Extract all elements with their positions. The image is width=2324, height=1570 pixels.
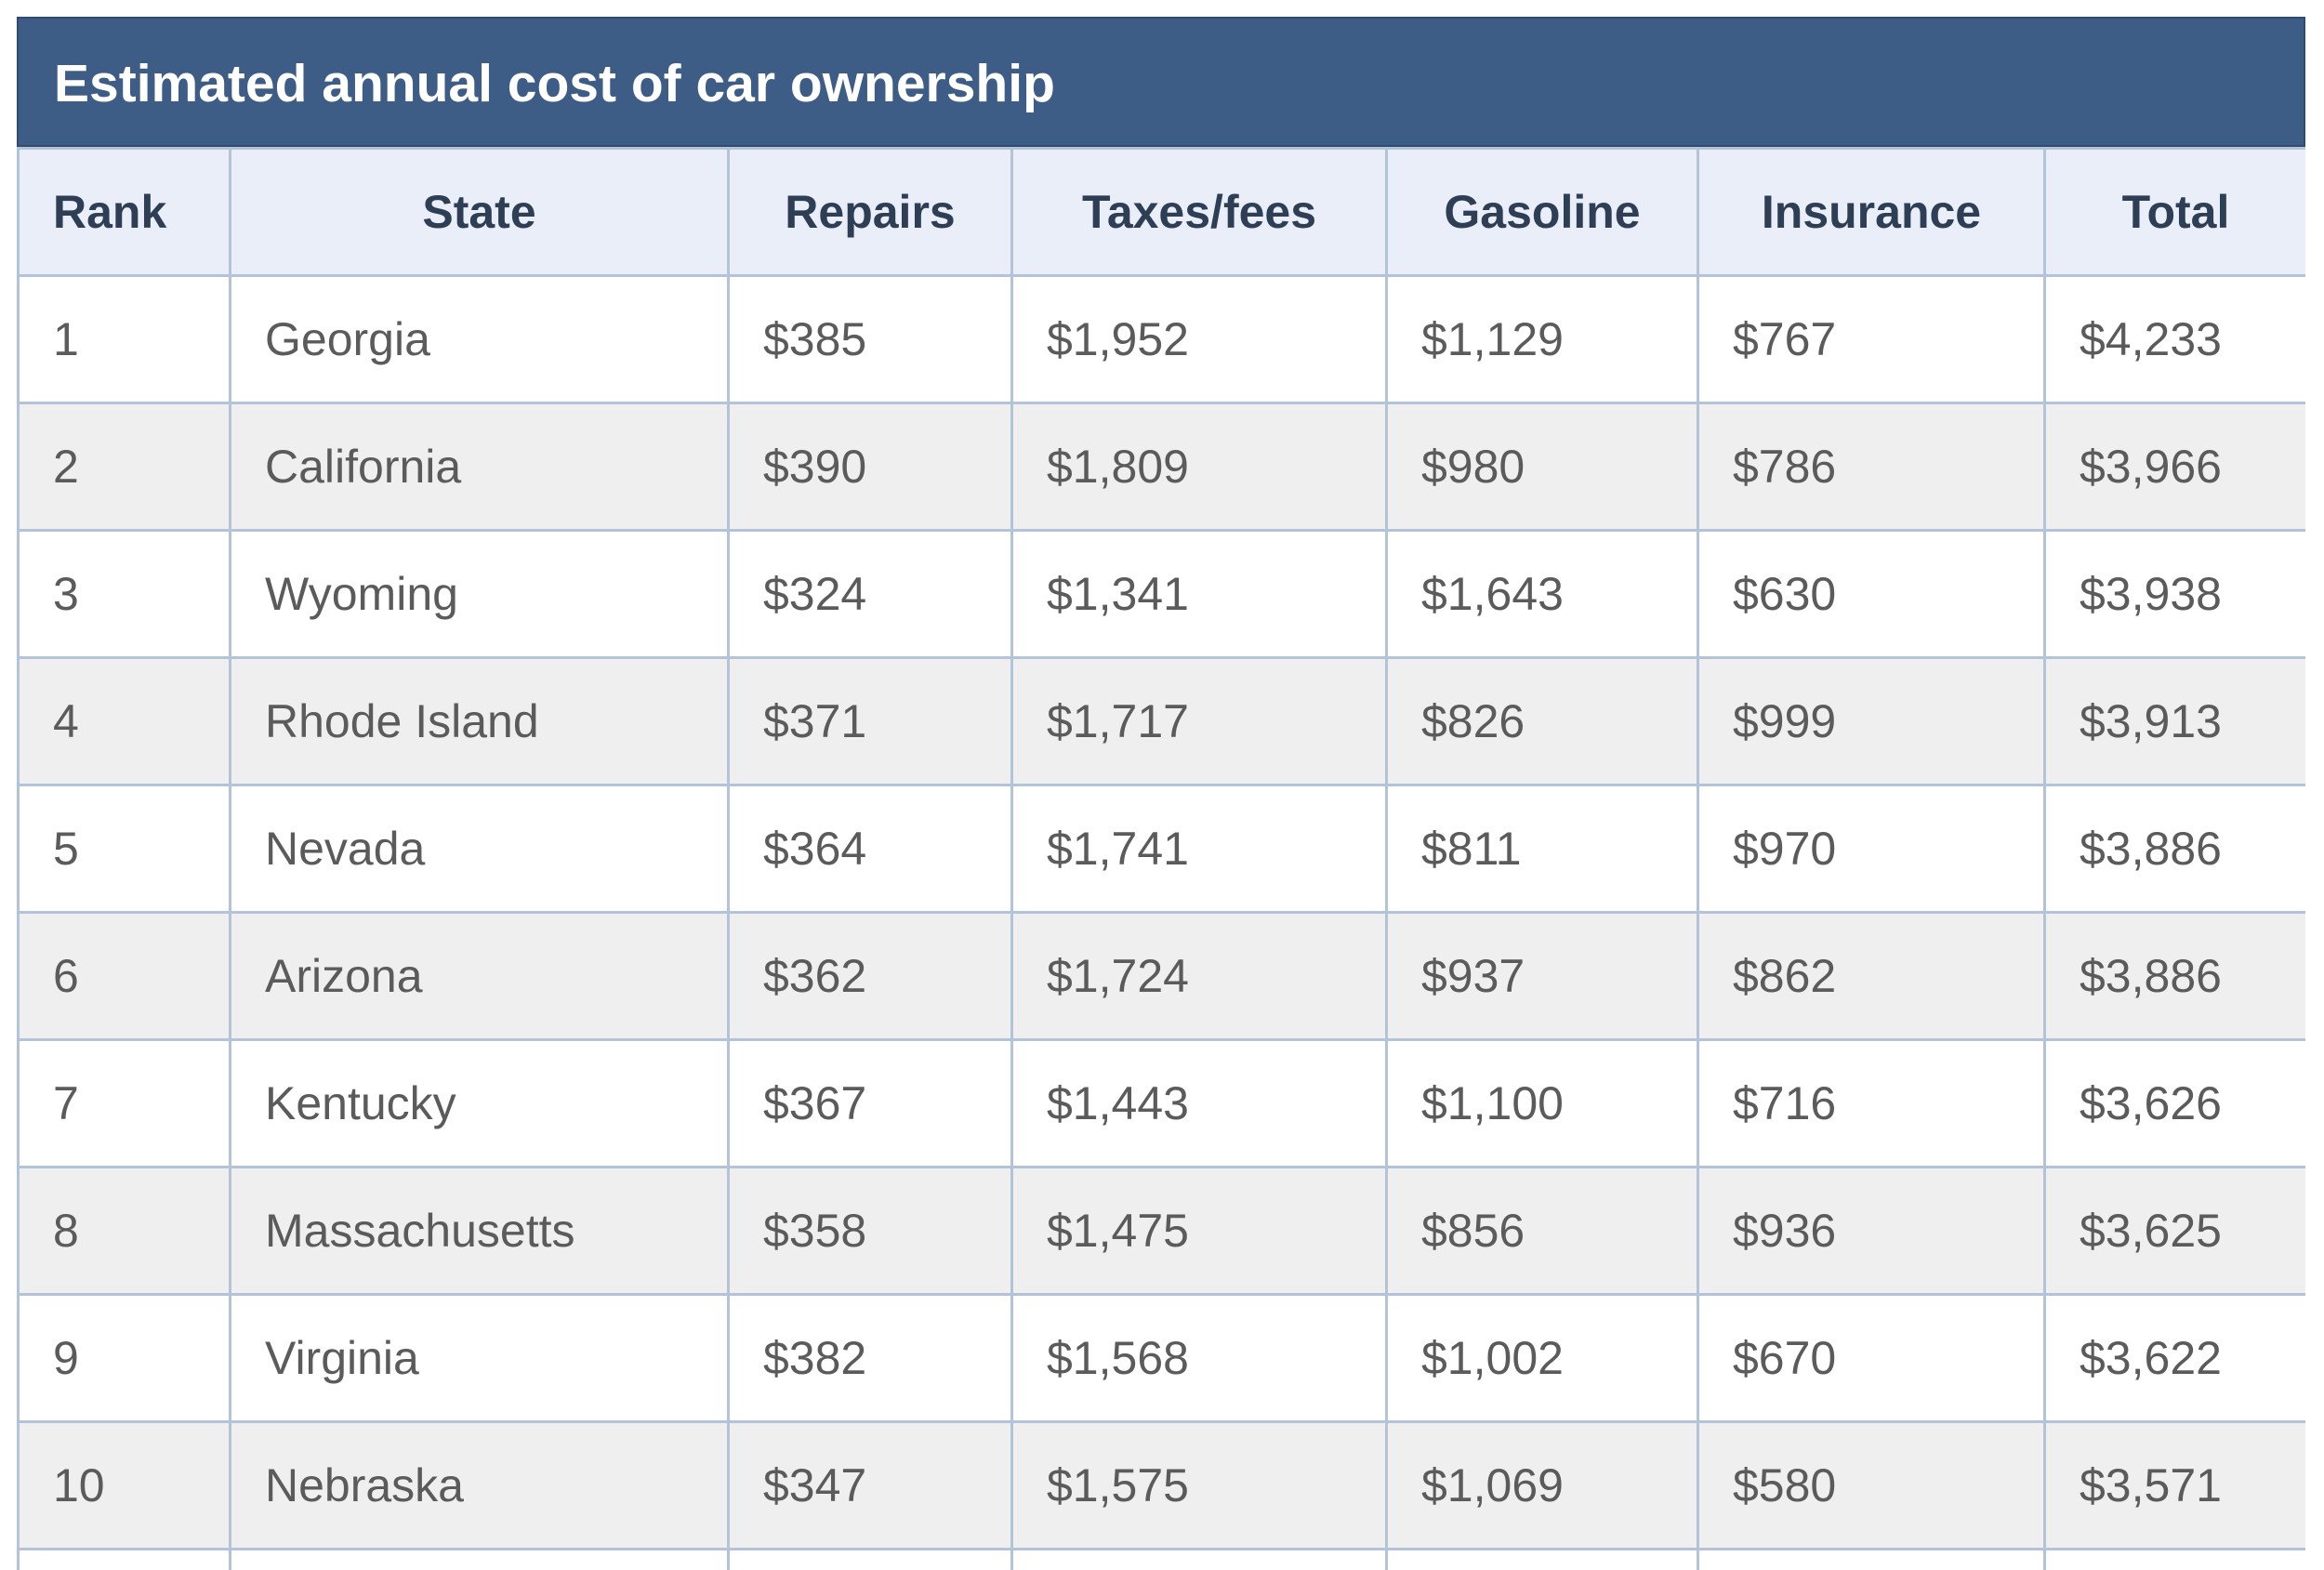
cell-state: California <box>229 402 730 532</box>
cell-gasoline: $1,100 <box>1385 1038 1699 1168</box>
cell-total: $3,626 <box>2043 1038 2305 1168</box>
cell-gasoline: $980 <box>1385 402 1699 532</box>
cell-state: Massachusetts <box>229 1166 730 1296</box>
cell-gasoline: $1,129 <box>1385 274 1699 404</box>
cell-repairs: $385 <box>727 274 1013 404</box>
cell-total: $3,622 <box>2043 1293 2305 1423</box>
cell-taxes-fees: $1,341 <box>1010 529 1388 659</box>
cell-insurance: $786 <box>1697 402 2046 532</box>
cell-rank: 7 <box>17 1038 231 1168</box>
table-row-partial <box>17 1548 2305 1570</box>
cell-taxes-fees: $1,443 <box>1010 1038 1388 1168</box>
cell-insurance: $999 <box>1697 656 2046 786</box>
cell-rank: 10 <box>17 1420 231 1550</box>
cell-rank: 6 <box>17 911 231 1041</box>
cell-repairs: $347 <box>727 1420 1013 1550</box>
cell-gasoline: $826 <box>1385 656 1699 786</box>
cell-state: Nebraska <box>229 1420 730 1550</box>
table-cell-empty <box>229 1548 730 1570</box>
cell-total: $3,571 <box>2043 1420 2305 1550</box>
cell-repairs: $367 <box>727 1038 1013 1168</box>
cell-state: Arizona <box>229 911 730 1041</box>
cell-state: Rhode Island <box>229 656 730 786</box>
header-gasoline: Gasoline <box>1385 147 1699 277</box>
cell-taxes-fees: $1,809 <box>1010 402 1388 532</box>
table-cell-empty <box>1385 1548 1699 1570</box>
cell-taxes-fees: $1,568 <box>1010 1293 1388 1423</box>
table-row: 3 Wyoming $324 $1,341 $1,643 $630 $3,938 <box>17 529 2305 659</box>
table-cell-empty <box>1010 1548 1388 1570</box>
cell-gasoline: $856 <box>1385 1166 1699 1296</box>
cell-rank: 1 <box>17 274 231 404</box>
cell-gasoline: $1,069 <box>1385 1420 1699 1550</box>
cell-total: $3,913 <box>2043 656 2305 786</box>
table-row: 8 Massachusetts $358 $1,475 $856 $936 $3,625 <box>17 1166 2305 1296</box>
cell-total: $3,966 <box>2043 402 2305 532</box>
cell-repairs: $371 <box>727 656 1013 786</box>
table-row: 4 Rhode Island $371 $1,717 $826 $999 $3,913 <box>17 656 2305 786</box>
cell-taxes-fees: $1,717 <box>1010 656 1388 786</box>
cell-total: $3,625 <box>2043 1166 2305 1296</box>
header-total: Total <box>2043 147 2305 277</box>
table-cell-empty <box>1697 1548 2046 1570</box>
table-row: 2 California $390 $1,809 $980 $786 $3,966 <box>17 402 2305 532</box>
cell-gasoline: $1,643 <box>1385 529 1699 659</box>
cell-taxes-fees: $1,575 <box>1010 1420 1388 1550</box>
cell-insurance: $970 <box>1697 784 2046 914</box>
cell-state: Georgia <box>229 274 730 404</box>
cell-state: Virginia <box>229 1293 730 1423</box>
cell-insurance: $767 <box>1697 274 2046 404</box>
header-rank: Rank <box>17 147 231 277</box>
table-title: Estimated annual cost of car ownership <box>17 17 2305 147</box>
cell-repairs: $324 <box>727 529 1013 659</box>
cell-insurance: $936 <box>1697 1166 2046 1296</box>
table-row: 9 Virginia $382 $1,568 $1,002 $670 $3,622 <box>17 1293 2305 1423</box>
header-taxes-fees: Taxes/fees <box>1010 147 1388 277</box>
cell-repairs: $382 <box>727 1293 1013 1423</box>
cell-gasoline: $811 <box>1385 784 1699 914</box>
table-row: 6 Arizona $362 $1,724 $937 $862 $3,886 <box>17 911 2305 1041</box>
cell-rank: 8 <box>17 1166 231 1296</box>
cell-gasoline: $937 <box>1385 911 1699 1041</box>
cell-insurance: $862 <box>1697 911 2046 1041</box>
car-ownership-cost-table: Rank State Repairs Taxes/fees Gasoline I… <box>17 147 2305 1570</box>
cell-total: $3,886 <box>2043 784 2305 914</box>
table-cell-empty <box>727 1548 1013 1570</box>
cell-state: Nevada <box>229 784 730 914</box>
cell-state: Kentucky <box>229 1038 730 1168</box>
cell-repairs: $364 <box>727 784 1013 914</box>
table-row: 10 Nebraska $347 $1,575 $1,069 $580 $3,571 <box>17 1420 2305 1550</box>
header-state: State <box>229 147 730 277</box>
cell-repairs: $362 <box>727 911 1013 1041</box>
cell-taxes-fees: $1,475 <box>1010 1166 1388 1296</box>
cell-insurance: $716 <box>1697 1038 2046 1168</box>
cell-taxes-fees: $1,952 <box>1010 274 1388 404</box>
cell-taxes-fees: $1,741 <box>1010 784 1388 914</box>
cell-state: Wyoming <box>229 529 730 659</box>
table-row: 7 Kentucky $367 $1,443 $1,100 $716 $3,626 <box>17 1038 2305 1168</box>
cell-insurance: $580 <box>1697 1420 2046 1550</box>
cell-insurance: $630 <box>1697 529 2046 659</box>
cost-table-panel: Estimated annual cost of car ownership R… <box>17 17 2305 1570</box>
header-row: Rank State Repairs Taxes/fees Gasoline I… <box>17 147 2305 277</box>
cell-rank: 5 <box>17 784 231 914</box>
cell-taxes-fees: $1,724 <box>1010 911 1388 1041</box>
cell-rank: 9 <box>17 1293 231 1423</box>
cell-rank: 4 <box>17 656 231 786</box>
cell-repairs: $390 <box>727 402 1013 532</box>
cell-total: $4,233 <box>2043 274 2305 404</box>
cell-total: $3,886 <box>2043 911 2305 1041</box>
cell-rank: 2 <box>17 402 231 532</box>
cell-insurance: $670 <box>1697 1293 2046 1423</box>
cell-rank: 3 <box>17 529 231 659</box>
table-row: 5 Nevada $364 $1,741 $811 $970 $3,886 <box>17 784 2305 914</box>
table-cell-empty <box>2043 1548 2305 1570</box>
cell-gasoline: $1,002 <box>1385 1293 1699 1423</box>
cell-repairs: $358 <box>727 1166 1013 1296</box>
table-cell-empty <box>17 1548 231 1570</box>
header-insurance: Insurance <box>1697 147 2046 277</box>
cell-total: $3,938 <box>2043 529 2305 659</box>
header-repairs: Repairs <box>727 147 1013 277</box>
table-row: 1 Georgia $385 $1,952 $1,129 $767 $4,233 <box>17 274 2305 404</box>
